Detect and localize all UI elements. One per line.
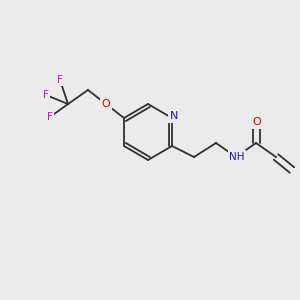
Text: N: N xyxy=(170,111,178,121)
Text: F: F xyxy=(57,75,63,85)
Text: F: F xyxy=(47,112,53,122)
Text: NH: NH xyxy=(229,152,245,162)
Text: O: O xyxy=(253,117,261,127)
Text: O: O xyxy=(102,99,110,109)
Text: F: F xyxy=(43,90,49,100)
